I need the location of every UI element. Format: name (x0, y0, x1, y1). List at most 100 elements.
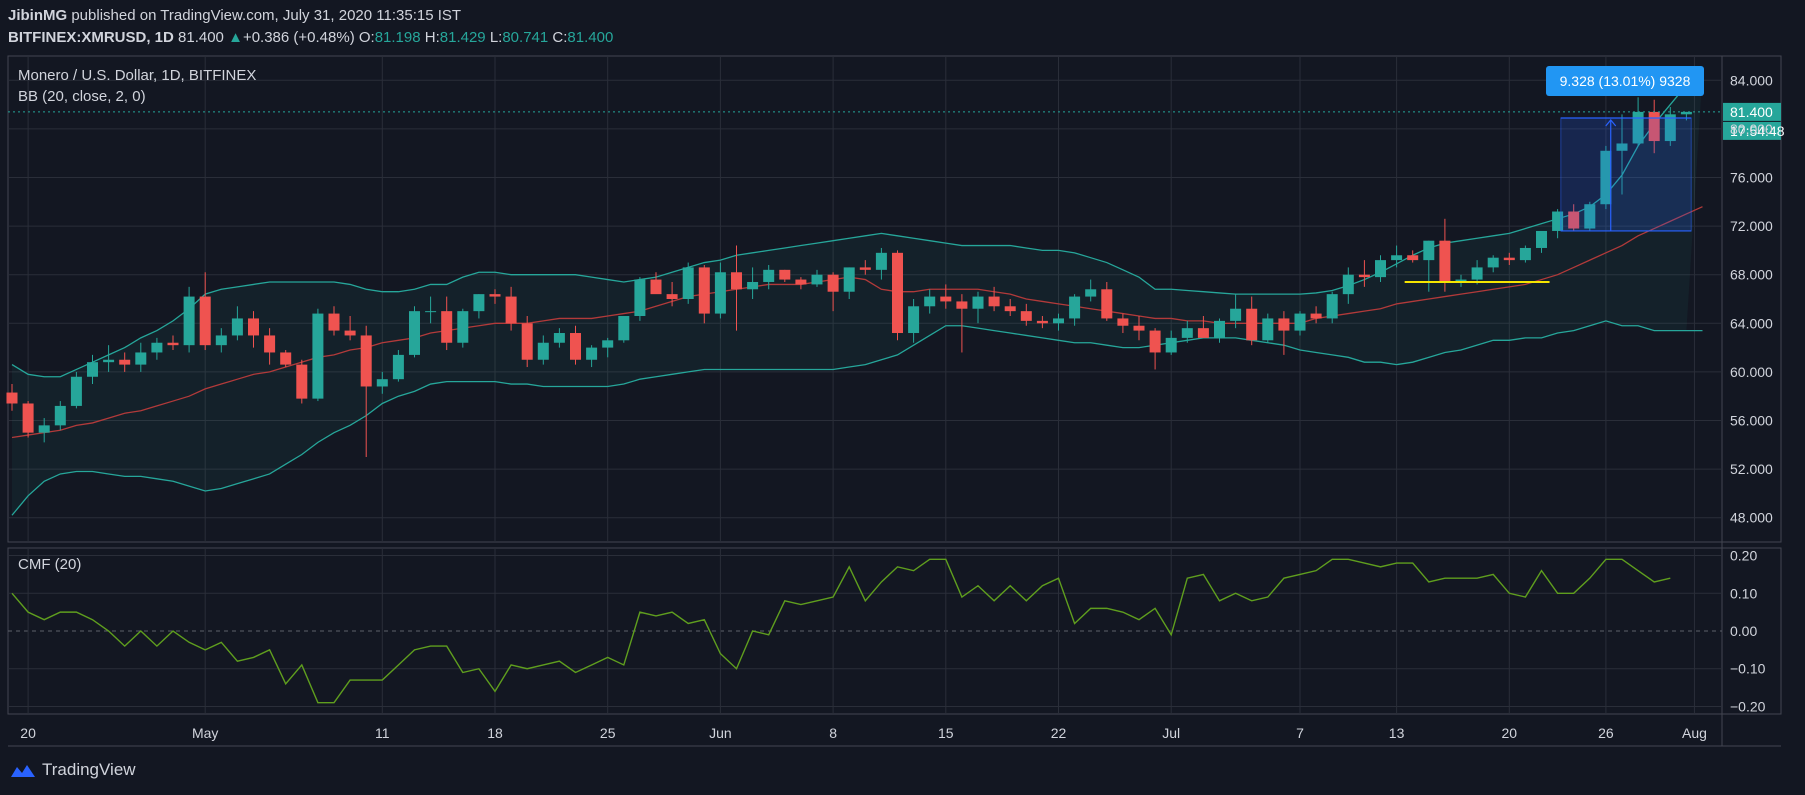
price-tick-label: 76.000 (1730, 170, 1773, 186)
candle-body (1085, 289, 1097, 297)
candle-body (682, 267, 694, 299)
candle-body (6, 392, 18, 404)
price-tick-label: 72.000 (1730, 218, 1773, 234)
candle-body (602, 340, 614, 348)
candle-body (103, 359, 115, 363)
candle-body (827, 274, 839, 292)
time-tick-label: 13 (1389, 725, 1405, 741)
candle-body (1342, 274, 1354, 295)
price-tick-label: 48.000 (1730, 510, 1773, 526)
candle-body (553, 333, 565, 343)
bb-indicator-label[interactable]: BB (20, close, 2, 0) (18, 88, 146, 105)
candle-body (1101, 289, 1113, 319)
candle-body (505, 296, 517, 324)
time-tick-label: 26 (1598, 725, 1614, 741)
cmf-line (11, 558, 1671, 704)
candle-body (1004, 306, 1016, 312)
candle-body (650, 279, 662, 295)
last-price: 81.400 (178, 29, 224, 46)
time-tick-label: Jun (709, 725, 732, 741)
footer-brand[interactable]: TradingView (10, 760, 136, 780)
candle-body (1133, 325, 1145, 331)
candle-body (1294, 313, 1306, 331)
low-label: L: (489, 29, 503, 46)
candle-body (1117, 318, 1129, 326)
price-tick-label: 56.000 (1730, 413, 1773, 429)
candle-body (1069, 296, 1081, 319)
bb-fill (12, 73, 1703, 516)
candle-body (1391, 255, 1403, 261)
candle-body (1375, 260, 1386, 278)
candle-body (328, 313, 340, 331)
candle-body (747, 281, 759, 290)
candle-body (859, 267, 871, 270)
candle-body (988, 296, 1000, 307)
candle-body (1487, 257, 1499, 268)
measure-label-box[interactable] (1546, 66, 1704, 96)
candle-body (489, 294, 501, 297)
candle-body (1246, 308, 1258, 341)
measure-arrow-head-icon (1605, 119, 1617, 127)
cmf-pane-title[interactable]: CMF (20) (18, 556, 82, 573)
candle-body (1053, 318, 1064, 324)
candle-body (843, 267, 855, 292)
close-value: 81.400 (567, 29, 614, 46)
candle-body (875, 252, 887, 270)
open-label: O: (358, 29, 375, 46)
measure-box[interactable] (1560, 117, 1692, 232)
candle-body (618, 316, 630, 341)
bb-upper-line (11, 72, 1703, 378)
time-tick-label: 22 (1051, 725, 1067, 741)
low-value: 80.741 (502, 29, 549, 46)
time-tick-label: May (192, 725, 218, 741)
candle-body (1149, 330, 1161, 353)
candle-body (1262, 318, 1274, 341)
candle-body (183, 296, 195, 346)
candle-body (972, 296, 984, 309)
cmf-tick-label: −0.20 (1730, 698, 1766, 714)
candle-body (537, 342, 549, 360)
candle-body (1503, 257, 1515, 261)
time-tick-label: 18 (487, 725, 503, 741)
candle-body (1181, 328, 1193, 338)
candle-body (1568, 211, 1580, 229)
countdown-badge (1723, 121, 1781, 140)
candle-body (1536, 230, 1547, 248)
candle-body (1632, 111, 1644, 144)
candle-body (908, 306, 920, 334)
candle-body (1616, 143, 1628, 151)
candle-body (763, 269, 775, 282)
cmf-tick-label: 0.10 (1730, 585, 1757, 601)
high-label: H: (424, 29, 440, 46)
candle-body (231, 318, 243, 336)
candle-body (1680, 111, 1692, 115)
candle-body (1455, 279, 1467, 282)
candle-body (1165, 337, 1177, 353)
candle-body (1036, 320, 1048, 324)
cmf-tick-label: 0.00 (1730, 623, 1757, 639)
candle-body (473, 294, 485, 312)
candle-body (119, 359, 131, 365)
candle-body (570, 333, 581, 360)
candle-body (1584, 204, 1596, 229)
candle-body (924, 296, 936, 307)
candle-body (811, 274, 823, 285)
time-tick-label: 20 (1502, 725, 1518, 741)
candle-body (1358, 274, 1370, 278)
candle-body (1600, 150, 1612, 205)
close-label: C: (552, 29, 568, 46)
candle-body (360, 335, 372, 387)
candle-body (312, 313, 324, 399)
candle-body (1471, 267, 1483, 280)
price-change: +0.386 (+0.48%) (242, 29, 355, 46)
price-tick-label: 64.000 (1730, 315, 1773, 331)
last-price-badge (1723, 102, 1781, 121)
last-price-label: 81.400 (1730, 104, 1773, 120)
candle-body (54, 405, 66, 426)
candle-body (1648, 111, 1660, 142)
candle-body (731, 272, 742, 290)
author-name[interactable]: JibinMG (8, 7, 68, 24)
bb-lower-line (11, 320, 1703, 516)
time-tick-label: 25 (600, 725, 616, 741)
